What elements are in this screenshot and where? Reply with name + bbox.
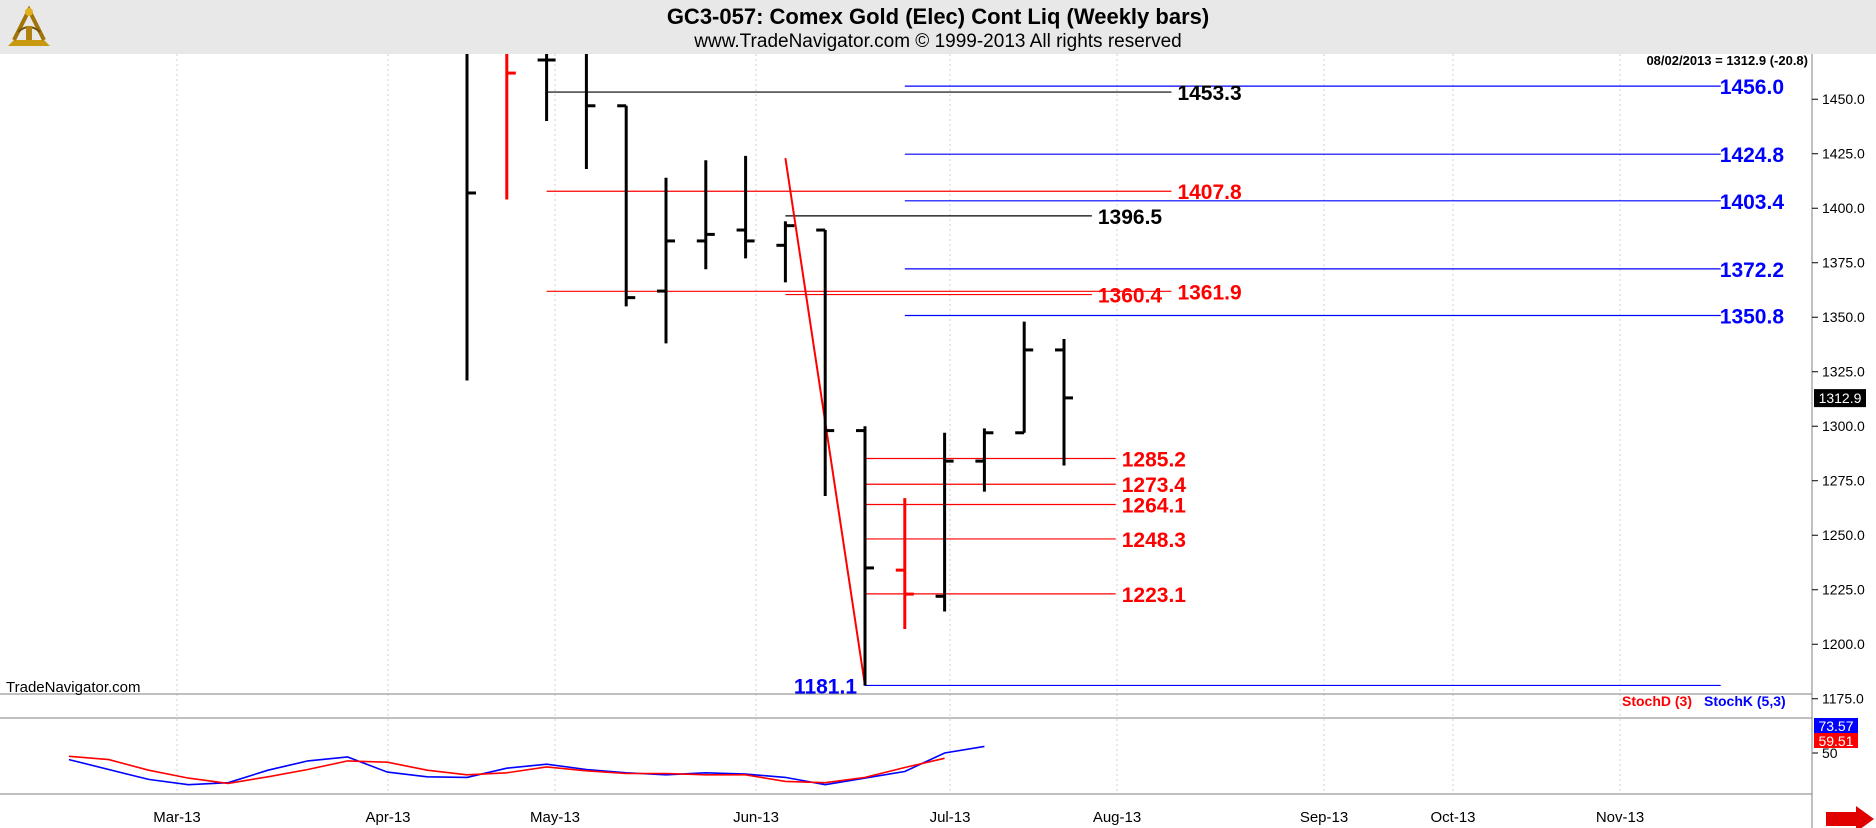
ohlc-bar: [856, 426, 874, 686]
last-price-box: [1814, 389, 1866, 408]
last-price-label: 1312.9: [1819, 390, 1862, 406]
level-label: 1372.2: [1720, 259, 1784, 282]
level-label: 1456.0: [1720, 76, 1784, 99]
chart-header: GC3-057: Comex Gold (Elec) Cont Liq (Wee…: [0, 0, 1876, 54]
x-tick-label: Nov-13: [1596, 809, 1644, 826]
sextant-logo-icon: [8, 5, 50, 46]
level-label: 1453.3: [1177, 82, 1241, 105]
level-label: 1360.4: [1098, 285, 1163, 308]
ohlc-bar: [584, 54, 596, 169]
level-label: 1424.8: [1720, 144, 1785, 167]
stoch-series-line: [68, 745, 985, 786]
y-tick-label: 1250.0: [1822, 527, 1865, 543]
text-labels: 08/02/2013 = 1312.9 (-20.8) 1312.9 1456.0 1…: [794, 54, 1866, 698]
stochd-last-box: [1814, 733, 1858, 748]
y-tick-label: 1300.0: [1822, 418, 1865, 434]
ohlc-bar: [1015, 321, 1034, 435]
level-label: 1285.2: [1122, 449, 1186, 472]
ohlc-bar: [935, 432, 954, 612]
y-tick-label: 1425.0: [1822, 146, 1865, 162]
gridlines: [176, 54, 1621, 794]
stochd-last-label: 59.51: [1818, 733, 1853, 749]
x-tick-label: Mar-13: [153, 809, 201, 826]
chart-title: GC3-057: Comex Gold (Elec) Cont Liq (Wee…: [666, 4, 1210, 29]
ohlc-bar: [736, 155, 755, 259]
x-tick-label: May-13: [530, 809, 580, 826]
ohlc-bar: [776, 221, 795, 283]
ohlc-bar: [617, 104, 636, 307]
ohlc-bar: [1055, 339, 1073, 466]
ohlc-bar: [816, 228, 835, 496]
x-tick-label: Aug-13: [1093, 809, 1141, 826]
y-tick-label: 1225.0: [1822, 582, 1865, 598]
level-label: 1350.8: [1720, 305, 1785, 328]
level-label: 1273.4: [1122, 474, 1187, 497]
y-tick-label: 1350.0: [1822, 309, 1865, 325]
level-lines: [546, 85, 1721, 687]
stochk-last-box: [1814, 718, 1858, 733]
ohlc-bar: [895, 498, 914, 629]
x-tick-label: Apr-13: [365, 809, 410, 826]
y-tick-label: 1275.0: [1822, 473, 1865, 489]
ohlc-bar: [537, 54, 556, 122]
x-tick-label: Jun-13: [733, 809, 779, 826]
chart-subtitle: www.TradeNavigator.com © 1999-2013 All r…: [694, 31, 1182, 52]
ohlc-bar: [505, 54, 516, 200]
y-tick-label: 1375.0: [1822, 255, 1865, 271]
x-tick-label: Jul-13: [930, 809, 971, 826]
level-label: 1361.9: [1177, 281, 1241, 304]
ohlc-bar: [975, 428, 994, 492]
ohlc-bar: [657, 177, 675, 344]
x-tick-label: Sep-13: [1300, 809, 1348, 826]
ohlc-bar: [696, 160, 715, 270]
y-tick-label: 1400.0: [1822, 200, 1865, 216]
legend-stochd: StochD (3): [1622, 693, 1692, 709]
y-tick-label: 1200.0: [1822, 636, 1865, 652]
level-label: 1223.1: [1122, 584, 1187, 607]
ohlc-bars: [465, 54, 1073, 686]
level-label: 1403.4: [1720, 191, 1785, 214]
level-label: 1407.8: [1177, 181, 1242, 204]
ohlc-bar: [465, 54, 476, 381]
price-status: 08/02/2013 = 1312.9 (-20.8): [1646, 54, 1808, 68]
stoch-series-line: [68, 755, 945, 785]
stochk-last-label: 73.57: [1818, 718, 1853, 734]
stoch-y-tick: 50: [1822, 745, 1838, 761]
y-tick-label: 1450.0: [1822, 91, 1865, 107]
level-label: 1248.3: [1122, 529, 1186, 552]
axes: Mar-13 Apr-13 May-13 Jun-13 Jul-13 Aug-13 Sep-…: [0, 54, 1865, 828]
level-label: 1396.5: [1098, 206, 1163, 229]
y-tick-label: 1175.0: [1822, 691, 1864, 707]
watermark: TradeNavigator.com: [6, 679, 141, 696]
level-label: 1264.1: [1122, 495, 1187, 518]
legend-stochk: StochK (5,3): [1704, 693, 1786, 709]
level-label: 1181.1: [794, 675, 857, 698]
x-tick-label: Oct-13: [1430, 809, 1475, 826]
y-tick-label: 1325.0: [1822, 364, 1865, 380]
scroll-right-arrow-icon[interactable]: [1826, 806, 1874, 828]
